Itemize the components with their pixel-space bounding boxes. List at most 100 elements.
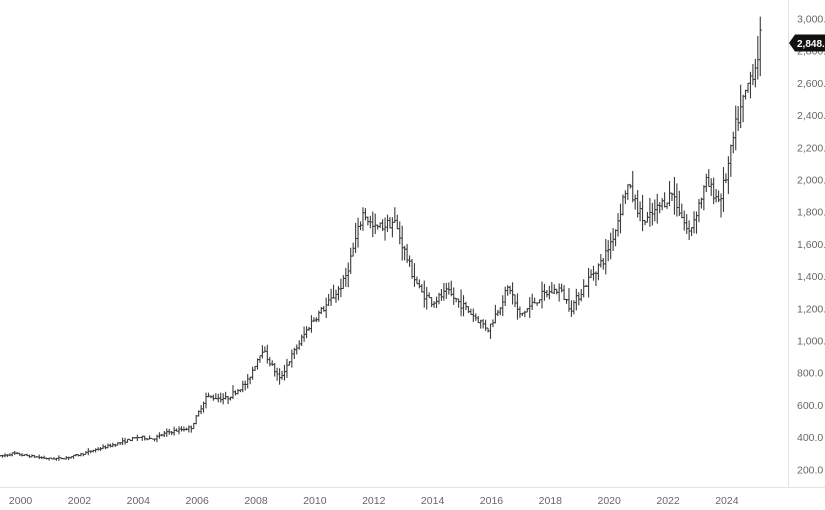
ohlc-bar: [422, 280, 426, 308]
ohlc-bar: [268, 357, 272, 367]
ohlc-bar: [569, 300, 574, 317]
ohlc-bar: [412, 263, 417, 287]
y-tick-label: 2,400.: [797, 110, 825, 122]
ohlc-bar: [241, 380, 245, 393]
ohlc-bar: [582, 279, 586, 298]
x-tick-label: 2024: [715, 495, 739, 507]
x-tick-label: 2012: [362, 495, 386, 507]
y-tick-label: 2,600.: [797, 78, 825, 90]
ohlc-bar: [503, 286, 507, 307]
ohlc-bar: [452, 287, 456, 305]
ohlc-bar: [427, 292, 431, 299]
ohlc-bar: [638, 201, 642, 222]
x-tick-label: 2014: [421, 495, 445, 507]
ohlc-bar: [270, 360, 274, 366]
ohlc-bar: [211, 394, 215, 401]
ohlc-bar: [194, 415, 198, 425]
ohlc-bar: [224, 391, 228, 400]
ohlc-bar: [707, 169, 711, 187]
ohlc-bar: [182, 426, 186, 432]
ohlc-bar: [579, 288, 583, 302]
ohlc-bar: [753, 58, 757, 88]
ohlc-bar: [277, 368, 282, 385]
ohlc-bar: [282, 364, 287, 381]
ohlc-bar: [586, 267, 591, 298]
ohlc-bar: [675, 183, 679, 217]
ohlc-bar: [613, 229, 618, 247]
ohlc-bar: [415, 276, 419, 285]
ohlc-bar: [251, 366, 255, 380]
ohlc-bar: [300, 334, 304, 346]
ohlc-bar: [346, 262, 350, 288]
y-tick-label: 1,200.: [797, 303, 825, 315]
x-tick-label: 2010: [303, 495, 327, 507]
ohlc-bar: [246, 374, 250, 389]
ohlc-bar: [395, 214, 399, 230]
ohlc-bar: [219, 392, 223, 403]
ohlc-bar: [653, 199, 657, 222]
ohlc-bar: [702, 185, 706, 211]
ohlc-bar: [336, 286, 341, 301]
ohlc-bar: [633, 194, 637, 210]
ohlc-bar: [658, 202, 662, 214]
ohlc-bar: [682, 210, 686, 231]
ohlc-bar: [471, 308, 475, 323]
ohlc-bar: [94, 448, 98, 453]
x-tick-label: 2006: [185, 495, 209, 507]
ohlc-bar: [388, 217, 392, 229]
y-tick-label: 1,000.: [797, 335, 825, 347]
x-tick-label: 2008: [244, 495, 268, 507]
ohlc-bar: [361, 207, 365, 231]
ohlc-bar: [557, 283, 561, 302]
x-axis: 2000 2002 2004 2006 2008 2010 2012 2014 2016 2018…: [9, 495, 739, 507]
y-tick-label: 1,800.: [797, 207, 825, 219]
ohlc-bar: [334, 289, 338, 303]
ohlc-bar: [172, 426, 176, 436]
x-tick-label: 2016: [480, 495, 504, 507]
ohlc-bar: [199, 405, 203, 415]
ohlc-bar: [510, 282, 515, 305]
ohlc-bar: [123, 437, 127, 445]
ohlc-bar: [616, 213, 620, 237]
ohlc-bar: [697, 198, 701, 223]
ohlc-bar: [390, 217, 394, 238]
ohlc-bar: [236, 388, 240, 395]
ohlc-bar: [417, 279, 421, 289]
ohlc-bar: [297, 340, 301, 350]
ohlc-bar: [371, 211, 375, 238]
ohlc-bar: [574, 288, 578, 311]
ohlc-bar: [660, 198, 664, 211]
ohlc-bar: [20, 453, 24, 457]
ohlc-bar: [640, 195, 645, 232]
ohlc-bar: [457, 298, 461, 308]
ohlc-bar: [155, 434, 159, 443]
ohlc-bar: [356, 217, 360, 248]
ohlc-bar: [189, 425, 193, 433]
ohlc-bar: [726, 156, 730, 194]
ohlc-bar: [631, 170, 635, 203]
ohlc-bar: [567, 288, 571, 312]
ohlc-bar: [461, 295, 466, 317]
ohlc-bar: [469, 308, 473, 316]
ohlc-bar: [258, 355, 262, 363]
ohlc-bar: [589, 269, 593, 279]
ohlc-bar: [285, 358, 289, 378]
last-price-label: 2,848.: [797, 39, 825, 50]
ohlc-bar: [562, 285, 566, 301]
y-tick-label: 600.0: [797, 400, 823, 412]
ohlc-bar: [483, 319, 488, 331]
ohlc-bar: [694, 211, 699, 234]
ohlc-bar: [743, 89, 748, 100]
x-tick-label: 2020: [598, 495, 622, 507]
ohlc-bar: [741, 94, 745, 123]
ohlc-bar: [324, 297, 328, 318]
ohlc-bar: [162, 431, 166, 438]
y-tick-label: 2,000.: [797, 175, 825, 187]
ohlc-bar: [596, 263, 601, 281]
ohlc-bar: [672, 176, 677, 215]
ohlc-bar: [295, 344, 299, 355]
ohlc-bar: [736, 106, 740, 131]
last-price-badge-shape: [789, 34, 825, 52]
ohlc-bar: [349, 247, 353, 275]
